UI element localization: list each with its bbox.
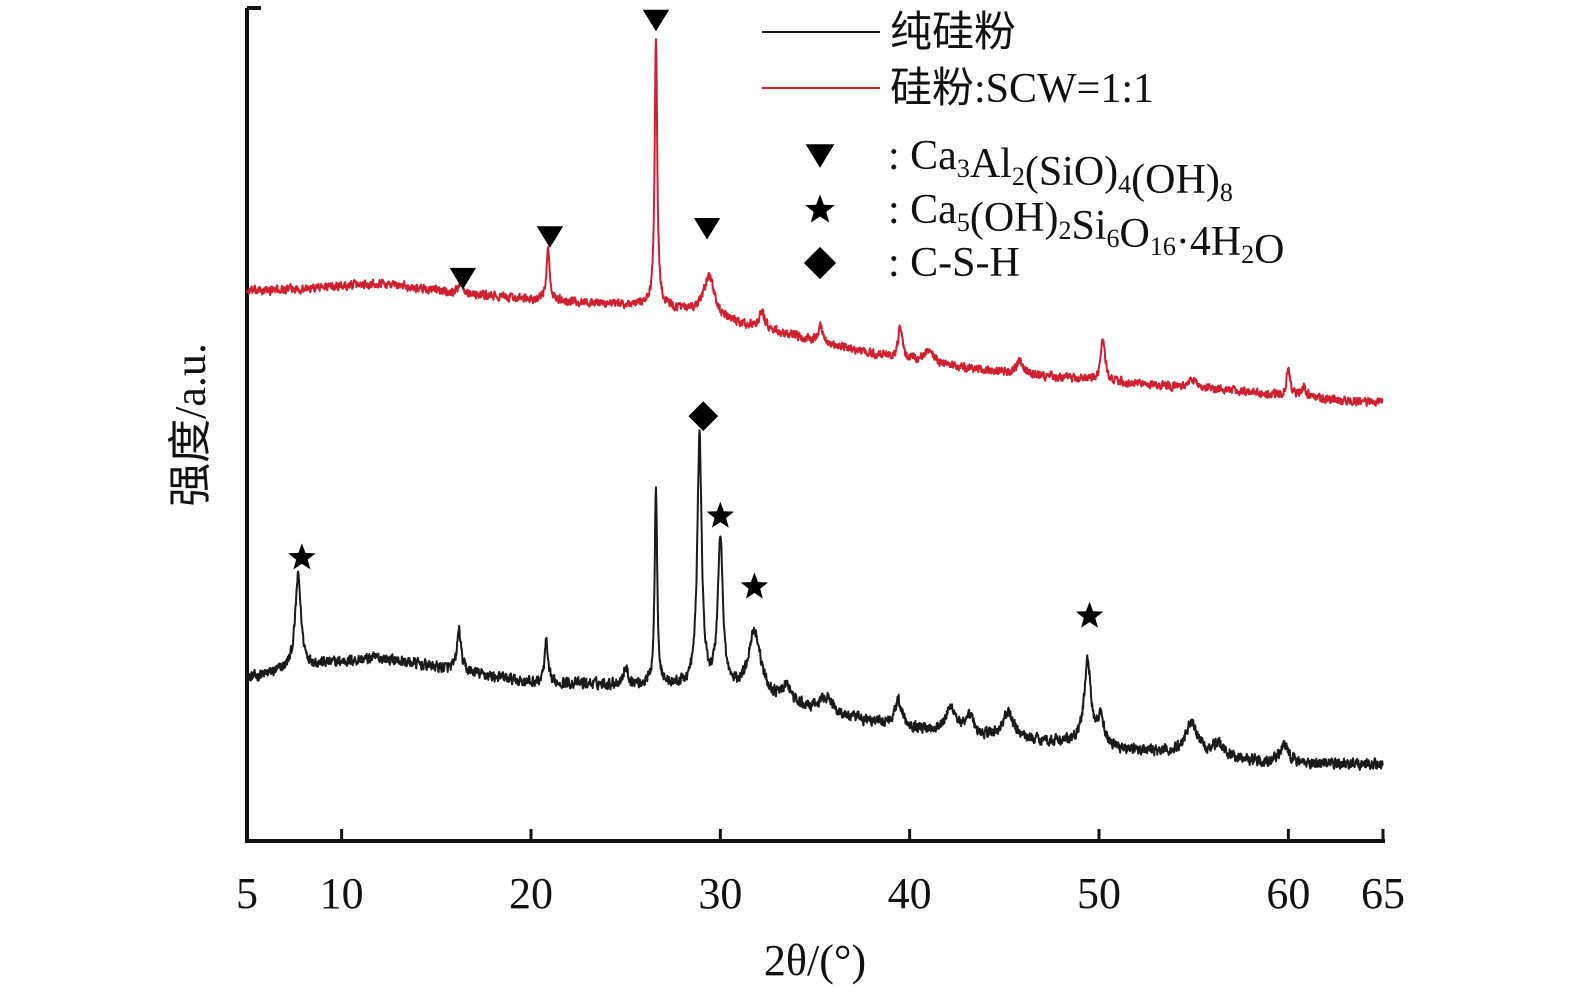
axes: 5 10 20 30 40 50 60 65	[236, 6, 1405, 918]
x-tick-label: 5	[236, 869, 258, 918]
star-peak-marker	[288, 543, 316, 570]
series-line-silicon-scw	[246, 38, 1384, 407]
legend-symbol-label: : Ca5(OH)2Si6O16·4H2O	[888, 187, 1285, 273]
triangle-peak-marker	[449, 267, 477, 290]
x-tick-label: 20	[509, 869, 553, 918]
legend-symbol-label: : Ca3Al2(SiO)4(OH)8	[888, 133, 1233, 207]
legend-star-icon	[805, 194, 835, 223]
x-tick-label: 60	[1266, 869, 1310, 918]
triangle-peak-marker	[536, 226, 564, 248]
x-axis-title: 2θ/(°)	[764, 936, 866, 985]
x-tick-label: 65	[1361, 869, 1405, 918]
x-tick-label: 50	[1077, 869, 1121, 918]
legend-line-label: 纯硅粉	[890, 10, 1016, 56]
series-line-pure-silicon	[246, 429, 1384, 771]
legend-line-label: 硅粉:SCW=1:1	[890, 66, 1154, 112]
triangle-peak-marker	[693, 217, 721, 240]
peak-markers	[288, 9, 1104, 628]
star-peak-marker	[740, 572, 769, 599]
series-layer	[246, 38, 1384, 771]
y-axis-title: 强度/a.u.	[166, 343, 215, 507]
x-tick-label: 30	[698, 869, 742, 918]
star-peak-marker	[706, 501, 735, 528]
triangle-peak-marker	[642, 9, 670, 32]
star-peak-marker	[1075, 601, 1104, 628]
legend-symbol-label: : C-S-H	[888, 240, 1020, 286]
x-tick-label: 10	[320, 869, 364, 918]
legend-triangle-icon	[805, 144, 835, 168]
diamond-peak-marker	[688, 401, 719, 432]
legend-diamond-icon	[803, 246, 837, 280]
x-tick-label: 40	[888, 869, 932, 918]
